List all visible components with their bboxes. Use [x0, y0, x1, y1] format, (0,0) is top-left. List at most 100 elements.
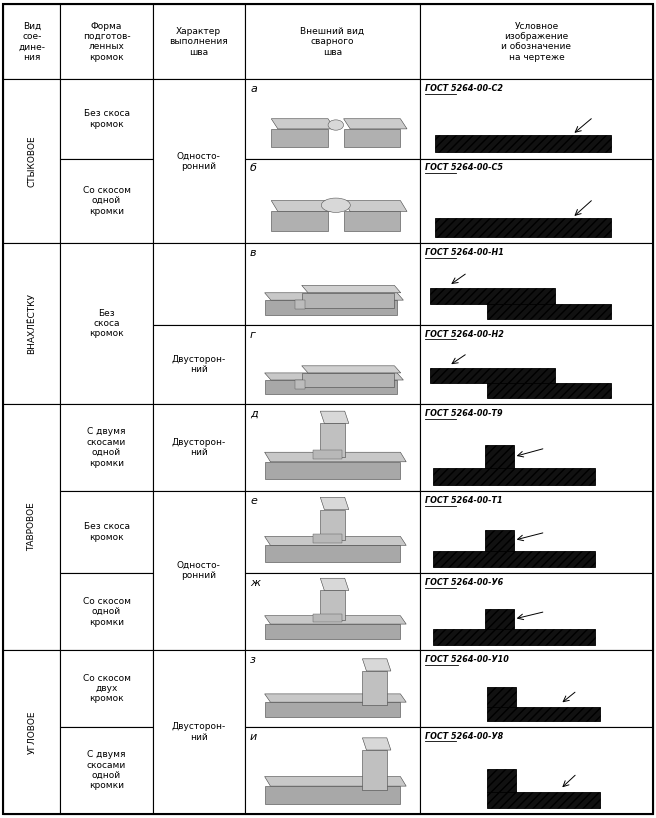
Bar	[487, 707, 600, 721]
Bar	[245, 404, 420, 491]
Text: Двусторон-
ний: Двусторон- ний	[172, 438, 226, 457]
Bar	[487, 792, 600, 808]
Polygon shape	[302, 366, 401, 373]
Bar	[153, 79, 245, 243]
Bar	[420, 325, 653, 404]
Text: ГОСТ 5264-00-Н1: ГОСТ 5264-00-Н1	[425, 248, 504, 257]
Bar	[430, 368, 554, 384]
Bar	[362, 671, 387, 705]
Polygon shape	[320, 411, 349, 424]
Text: Условное
изображение
и обозначение
на чертеже: Условное изображение и обозначение на че…	[501, 21, 571, 62]
Bar	[430, 288, 554, 303]
Bar	[344, 129, 400, 147]
Bar	[271, 129, 328, 147]
Text: г: г	[250, 330, 256, 339]
Bar	[153, 404, 245, 491]
Text: ГОСТ 5264-00-У10: ГОСТ 5264-00-У10	[425, 655, 509, 664]
Bar	[420, 159, 653, 243]
Bar	[432, 551, 595, 568]
Bar	[3, 243, 60, 404]
Text: Вид
сое-
дине-
ния: Вид сое- дине- ния	[18, 21, 45, 62]
Bar	[295, 380, 305, 389]
Bar	[271, 212, 328, 231]
Bar	[313, 614, 342, 622]
Bar	[435, 135, 611, 152]
Bar	[485, 445, 514, 468]
Bar	[153, 325, 245, 404]
Text: Форма
подготов-
ленных
кромок: Форма подготов- ленных кромок	[83, 21, 131, 62]
Bar	[153, 491, 245, 650]
Bar	[3, 404, 60, 650]
Polygon shape	[320, 497, 349, 510]
Text: Односто-
ронний: Односто- ронний	[177, 561, 220, 581]
Bar	[264, 786, 400, 803]
Bar	[320, 424, 345, 456]
Bar	[245, 79, 420, 159]
Bar	[420, 726, 653, 814]
Bar	[60, 159, 153, 243]
Bar	[487, 303, 611, 319]
Bar	[432, 629, 595, 645]
Text: е: е	[250, 496, 257, 506]
Bar	[420, 4, 653, 79]
Text: Односто-
ронний: Односто- ронний	[177, 151, 220, 171]
Bar	[264, 702, 400, 717]
Bar	[264, 624, 400, 640]
Bar	[245, 325, 420, 404]
Bar	[245, 491, 420, 573]
Text: ГОСТ 5264-00-Н2: ГОСТ 5264-00-Н2	[425, 330, 504, 339]
Text: ж: ж	[250, 578, 260, 588]
Bar	[487, 686, 516, 707]
Bar	[60, 243, 153, 404]
Text: ГОСТ 5264-00-У8: ГОСТ 5264-00-У8	[425, 731, 504, 740]
Polygon shape	[264, 452, 406, 462]
Polygon shape	[271, 119, 335, 129]
Text: ГОСТ 5264-00-С2: ГОСТ 5264-00-С2	[425, 84, 503, 93]
Bar	[60, 4, 153, 79]
Bar	[264, 380, 397, 394]
Text: ВНАХЛЁСТКУ: ВНАХЛЁСТКУ	[28, 293, 36, 354]
Text: Характер
выполнения
шва: Характер выполнения шва	[169, 27, 228, 56]
Polygon shape	[362, 738, 391, 750]
Bar	[362, 750, 387, 789]
Polygon shape	[264, 373, 403, 380]
Bar	[245, 159, 420, 243]
Polygon shape	[344, 200, 407, 212]
Bar	[245, 4, 420, 79]
Bar	[420, 491, 653, 573]
Polygon shape	[271, 200, 335, 212]
Bar	[60, 726, 153, 814]
Polygon shape	[362, 658, 391, 671]
Bar	[3, 79, 60, 243]
Text: С двумя
скосами
одной
кромки: С двумя скосами одной кромки	[87, 428, 126, 468]
Bar	[153, 243, 245, 325]
Bar	[432, 468, 595, 486]
Polygon shape	[320, 578, 349, 591]
Bar	[313, 534, 342, 543]
Bar	[264, 462, 400, 479]
Bar	[245, 650, 420, 726]
Bar	[485, 609, 514, 629]
Bar	[420, 79, 653, 159]
Text: в: в	[250, 248, 256, 258]
Text: Без скоса
кромок: Без скоса кромок	[83, 110, 129, 128]
Bar	[60, 404, 153, 491]
Bar	[60, 650, 153, 726]
Ellipse shape	[328, 120, 344, 130]
Bar	[485, 530, 514, 551]
Polygon shape	[264, 293, 403, 300]
Ellipse shape	[321, 198, 350, 213]
Bar	[420, 573, 653, 650]
Text: С двумя
скосами
одной
кромки: С двумя скосами одной кромки	[87, 750, 126, 790]
Text: Без
скоса
кромок: Без скоса кромок	[89, 308, 124, 339]
Text: СТЫКОВОЕ: СТЫКОВОЕ	[28, 136, 36, 187]
Bar	[245, 573, 420, 650]
Text: ГОСТ 5264-00-С5: ГОСТ 5264-00-С5	[425, 164, 503, 173]
Polygon shape	[264, 616, 406, 624]
Bar	[60, 491, 153, 573]
Bar	[420, 650, 653, 726]
Text: Внешний вид
сварного
шва: Внешний вид сварного шва	[300, 27, 365, 56]
Text: Двусторон-
ний: Двусторон- ний	[172, 722, 226, 742]
Bar	[245, 726, 420, 814]
Polygon shape	[264, 694, 406, 702]
